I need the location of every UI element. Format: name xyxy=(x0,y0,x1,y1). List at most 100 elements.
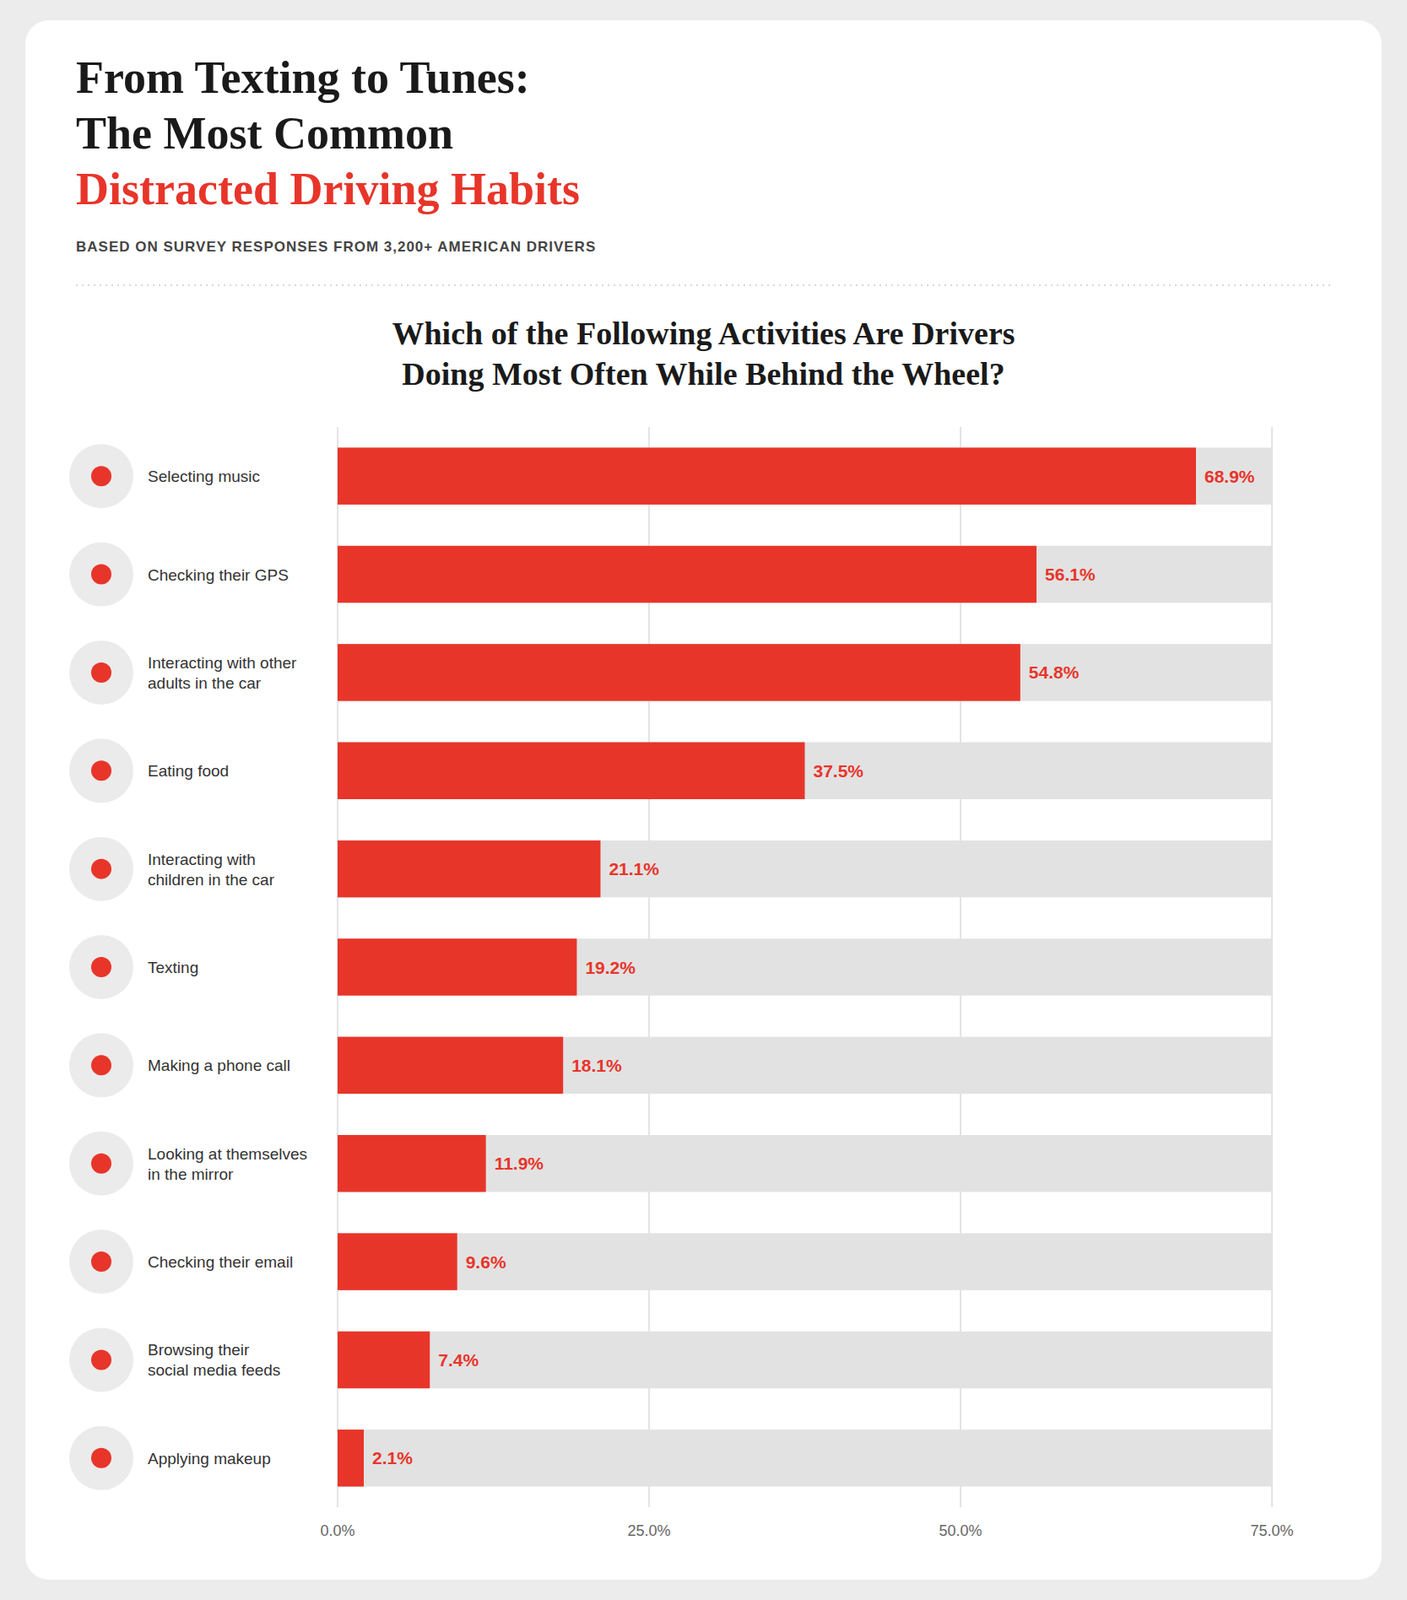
bar xyxy=(337,447,1196,504)
category-label-line: Selecting music xyxy=(147,467,260,486)
icon xyxy=(69,1327,134,1392)
icon-dot xyxy=(91,564,112,585)
title-line: The Most Common xyxy=(75,108,454,159)
icon-dot xyxy=(91,1349,112,1370)
category-label: Eating food xyxy=(147,762,229,780)
subtitle: BASED ON SURVEY RESPONSES FROM 3,200+ AM… xyxy=(75,238,596,255)
x-axis: 0.0% 25.0% 50.0% 75.0% xyxy=(319,1522,1294,1540)
data-label: 68.9% xyxy=(1204,466,1256,487)
card xyxy=(25,20,1382,1581)
bar-track xyxy=(337,938,1272,996)
chart-container: From Texting to Tunes:The Most CommonDis… xyxy=(0,0,1407,1600)
icon xyxy=(69,1229,134,1294)
data-label: 9.6% xyxy=(465,1252,507,1272)
category-label-line: adults in the car xyxy=(147,673,262,692)
category-label-line: Browsing their xyxy=(147,1341,250,1359)
icon-dot xyxy=(91,662,112,683)
bar xyxy=(337,1233,458,1290)
bar xyxy=(337,1037,563,1094)
data-label: 2.1% xyxy=(372,1448,413,1468)
bar xyxy=(337,1429,364,1487)
category-label: Checking their GPS xyxy=(147,565,289,584)
bar-track xyxy=(337,1331,1272,1389)
grid xyxy=(337,427,1272,1508)
category-label: Checking their email xyxy=(147,1253,293,1272)
category-label-line: Checking their GPS xyxy=(147,565,289,584)
category-label: Looking at themselvesin the mirror xyxy=(147,1144,308,1183)
category-label-line: Making a phone call xyxy=(147,1056,291,1075)
category-label-line: in the mirror xyxy=(147,1164,234,1183)
data-label: 11.9% xyxy=(494,1153,545,1174)
bar xyxy=(337,546,1037,603)
category-label: Applying makeup xyxy=(147,1449,271,1467)
category-label: Texting xyxy=(147,958,199,977)
icon-dot xyxy=(91,957,112,978)
bar-track xyxy=(337,1135,1272,1192)
tick-label: 75.0% xyxy=(1250,1522,1294,1540)
data-label: 21.1% xyxy=(608,859,660,879)
category-label: Interacting with otheradults in the car xyxy=(147,653,298,692)
icon xyxy=(69,1131,134,1196)
bar-track xyxy=(337,447,1272,504)
category-label-line: Applying makeup xyxy=(147,1449,271,1467)
data-label: 56.1% xyxy=(1044,564,1096,585)
tick-label: 25.0% xyxy=(627,1522,671,1540)
icon-dot xyxy=(91,465,112,487)
icon xyxy=(69,935,134,1000)
category-label-line: Checking their email xyxy=(147,1253,293,1272)
bar xyxy=(337,742,806,800)
icon xyxy=(69,837,134,902)
bar xyxy=(337,1331,430,1389)
tick-label: 0.0% xyxy=(319,1522,355,1540)
separator xyxy=(75,284,1332,287)
category-label: Browsing their social media feeds xyxy=(147,1341,281,1380)
bar-track xyxy=(337,1429,1272,1487)
bar-track xyxy=(337,546,1272,603)
category-label: Interacting with children in the car xyxy=(147,849,276,888)
title-line: Distracted Driving Habits xyxy=(75,163,580,215)
icon-dot xyxy=(91,1153,112,1175)
category-label: Making a phone call xyxy=(147,1056,291,1075)
chart-svg: From Texting to Tunes:The Most CommonDis… xyxy=(0,0,1407,1600)
title: From Texting to Tunes:The Most CommonDis… xyxy=(75,52,580,215)
title-line: From Texting to Tunes: xyxy=(75,52,531,103)
bar xyxy=(337,643,1021,701)
tick-label: 50.0% xyxy=(938,1522,982,1540)
bar-track xyxy=(337,1233,1272,1290)
data-label: 19.2% xyxy=(584,957,636,978)
icon xyxy=(69,443,134,509)
annotation: Which of the Following Activities Are Dr… xyxy=(391,315,1015,352)
bars xyxy=(337,447,1272,1487)
data-label: 54.8% xyxy=(1028,662,1080,682)
bar xyxy=(337,1135,487,1192)
annotation: Doing Most Often While Behind the Wheel? xyxy=(401,356,1005,392)
category-label: Selecting music xyxy=(147,467,260,486)
icon xyxy=(69,640,134,705)
category-labels: Selecting music Checking their GPS Interac… xyxy=(69,443,308,1491)
category-label-line: Texting xyxy=(147,958,199,977)
bar xyxy=(337,840,601,898)
data-labels: 68.9% 56.1% 54.8% 37.5% 21.1% 19.2% 18.1% 11.9%… xyxy=(372,466,1256,1469)
category-label-line: Interacting with other xyxy=(147,653,298,672)
icon-dot xyxy=(91,1448,112,1469)
data-label: 7.4% xyxy=(438,1350,479,1370)
category-label-line: Eating food xyxy=(147,762,229,780)
category-label-line: Interacting with xyxy=(147,849,256,868)
icon-dot xyxy=(91,1251,112,1272)
bar-track xyxy=(337,1037,1272,1094)
icon xyxy=(69,738,134,803)
icon xyxy=(69,542,134,607)
category-label-line: social media feeds xyxy=(147,1361,281,1380)
bar-track xyxy=(337,840,1272,898)
data-label: 37.5% xyxy=(813,761,865,781)
icon-dot xyxy=(91,1055,112,1076)
category-label-line: children in the car xyxy=(147,870,276,888)
data-label: 18.1% xyxy=(571,1055,623,1076)
icon-dot xyxy=(91,760,112,781)
bar-track xyxy=(337,643,1272,701)
bar xyxy=(337,938,577,996)
bar-track xyxy=(337,742,1272,800)
icon-dot xyxy=(91,859,112,880)
category-label-line: Looking at themselves xyxy=(147,1144,308,1163)
icon xyxy=(69,1033,134,1098)
